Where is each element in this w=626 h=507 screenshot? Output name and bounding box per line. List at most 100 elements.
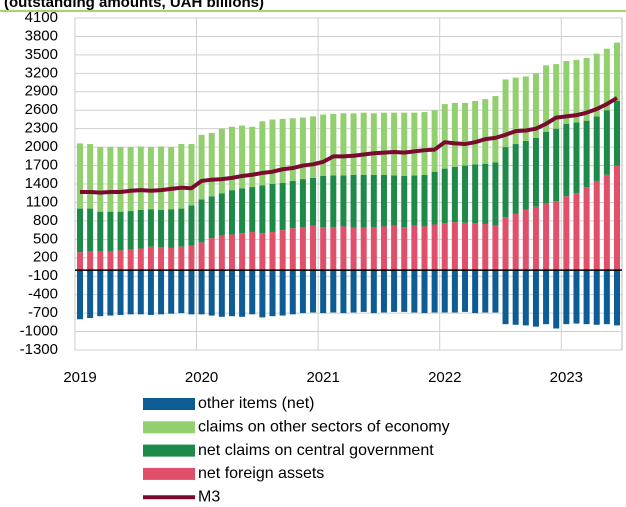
bar [158,270,165,315]
bar [614,101,620,166]
bar [107,147,114,212]
bar [553,270,560,329]
bar [512,144,519,214]
bar [137,270,144,315]
y-tick-label: 800 [33,212,58,229]
bar [502,79,509,148]
y-tick-label: 3500 [25,46,58,63]
bar [441,270,448,313]
y-tick-label: 2300 [25,120,58,137]
bar [188,205,195,246]
bar [299,117,306,180]
y-tick-label: -1300 [20,341,58,358]
bar [259,121,266,186]
bar [350,113,357,175]
bar [320,227,327,271]
y-tick-label: 200 [33,249,58,266]
bar [411,225,418,271]
bar [218,235,225,271]
y-tick-label: 1100 [26,193,58,210]
bar [158,146,165,210]
bar [411,112,418,176]
legend-label: claims on other sectors of economy [198,419,450,436]
bar [239,233,246,271]
bar [97,251,104,271]
bar [188,270,195,315]
bar [127,211,134,250]
bar [340,226,347,271]
bar [107,251,114,271]
x-tick-label: 2022 [428,369,461,386]
bar [178,208,185,247]
bar [310,225,317,271]
bar [614,270,620,326]
bar [431,171,438,225]
bar [380,226,387,271]
bar [178,246,185,271]
bar [482,223,489,271]
bar [472,223,479,271]
bar [411,175,418,226]
bar [158,209,165,248]
bar [198,270,205,315]
bar [563,123,570,197]
y-tick-label: -700 [28,304,58,321]
bar [198,199,205,243]
bar [441,168,448,224]
bar [127,147,134,212]
bar [289,228,296,271]
bar [279,182,286,231]
bar [218,270,225,317]
bar [583,187,590,271]
bar [320,114,327,177]
bar [462,222,469,271]
bar [77,270,83,320]
bar [208,196,215,239]
bar [451,102,458,167]
bar [249,126,256,188]
bar [614,165,620,271]
bar [87,208,94,252]
bar [583,270,590,325]
bar [451,166,458,223]
bar [462,102,469,166]
bar [239,270,246,317]
bar [249,187,256,232]
bar [482,99,489,164]
bar [127,270,134,315]
y-tick-label: 2900 [25,83,58,100]
bar [492,225,499,271]
bar [168,147,175,210]
bar [573,122,580,194]
bar [370,227,377,271]
bar [512,213,519,271]
bar [553,201,560,271]
bar [573,59,580,123]
bar [117,250,124,271]
bar [370,174,377,228]
bar [563,196,570,271]
bar [299,270,306,314]
y-tick-label: 2600 [25,101,58,118]
bar [107,270,114,316]
bar [462,270,469,312]
y-tick-label: 4100 [25,9,58,26]
bar [502,270,509,325]
bar [492,162,499,226]
bar [188,144,195,206]
bar [289,118,296,181]
bar [360,270,367,312]
bar [340,270,347,314]
bar [451,270,458,313]
bar [117,270,124,315]
bar [421,270,428,314]
bar [218,128,225,194]
bar [279,118,286,183]
legend-label: other items (net) [198,395,314,412]
bar [532,270,539,327]
bar [279,230,286,271]
bar [77,143,83,209]
bar [573,193,580,271]
bar [320,176,327,228]
bar [87,270,94,319]
